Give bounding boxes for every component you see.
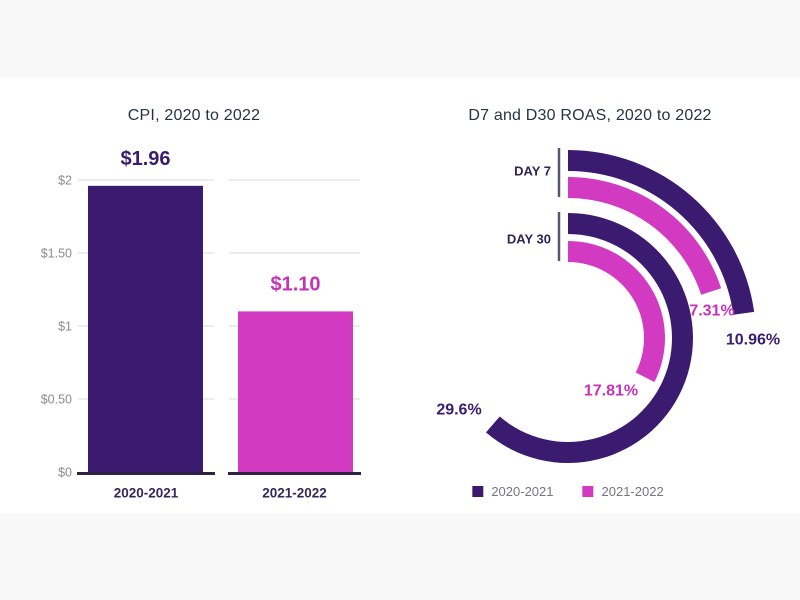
arc-2021-2022-DAY 7	[568, 177, 722, 295]
arc-value-label: 17.81%	[584, 383, 638, 400]
y-axis-tick-label: $2	[58, 173, 72, 187]
arc-value-label: 7.31%	[689, 303, 734, 320]
bar-2021-2022	[238, 311, 353, 472]
x-axis-category-label: 2020-2021	[114, 486, 179, 501]
bar-value-label: $1.10	[270, 273, 320, 295]
legend-item-2021-2022: 2021-2022	[582, 484, 664, 499]
bar-value-label: $1.96	[120, 148, 170, 170]
letterbox-band-top	[0, 0, 800, 78]
y-axis-tick-label: $1.50	[41, 246, 72, 260]
x-axis-category-label: 2021-2022	[262, 486, 327, 501]
legend-label: 2021-2022	[601, 484, 664, 499]
letterbox-band-bottom	[0, 513, 800, 600]
arc-value-label: 10.96%	[726, 332, 780, 349]
y-axis-tick-label: $1	[58, 319, 72, 333]
legend-item-2020-2021: 2020-2021	[472, 484, 554, 499]
legend-swatch-2020-2021	[472, 486, 484, 497]
roas-legend: 2020-2021 2021-2022	[472, 484, 664, 499]
legend-swatch-2021-2022	[582, 486, 594, 497]
arc-value-label: 29.6%	[436, 402, 481, 419]
arc-2020-2021-DAY 7	[568, 150, 755, 315]
y-axis-tick-label: $0.50	[41, 392, 72, 406]
roas-chart-title: D7 and D30 ROAS, 2020 to 2022	[468, 107, 712, 124]
cpi-chart-title: CPI, 2020 to 2022	[127, 107, 261, 124]
arc-2021-2022-DAY 30	[568, 241, 666, 383]
bar-2020-2021	[88, 185, 203, 472]
legend-label: 2020-2021	[491, 484, 554, 499]
arc-2020-2021-DAY 30	[485, 213, 693, 463]
group-label-DAY 30: DAY 30	[507, 232, 551, 247]
group-label-DAY 7: DAY 7	[514, 164, 551, 179]
y-axis-tick-label: $0	[58, 465, 72, 479]
